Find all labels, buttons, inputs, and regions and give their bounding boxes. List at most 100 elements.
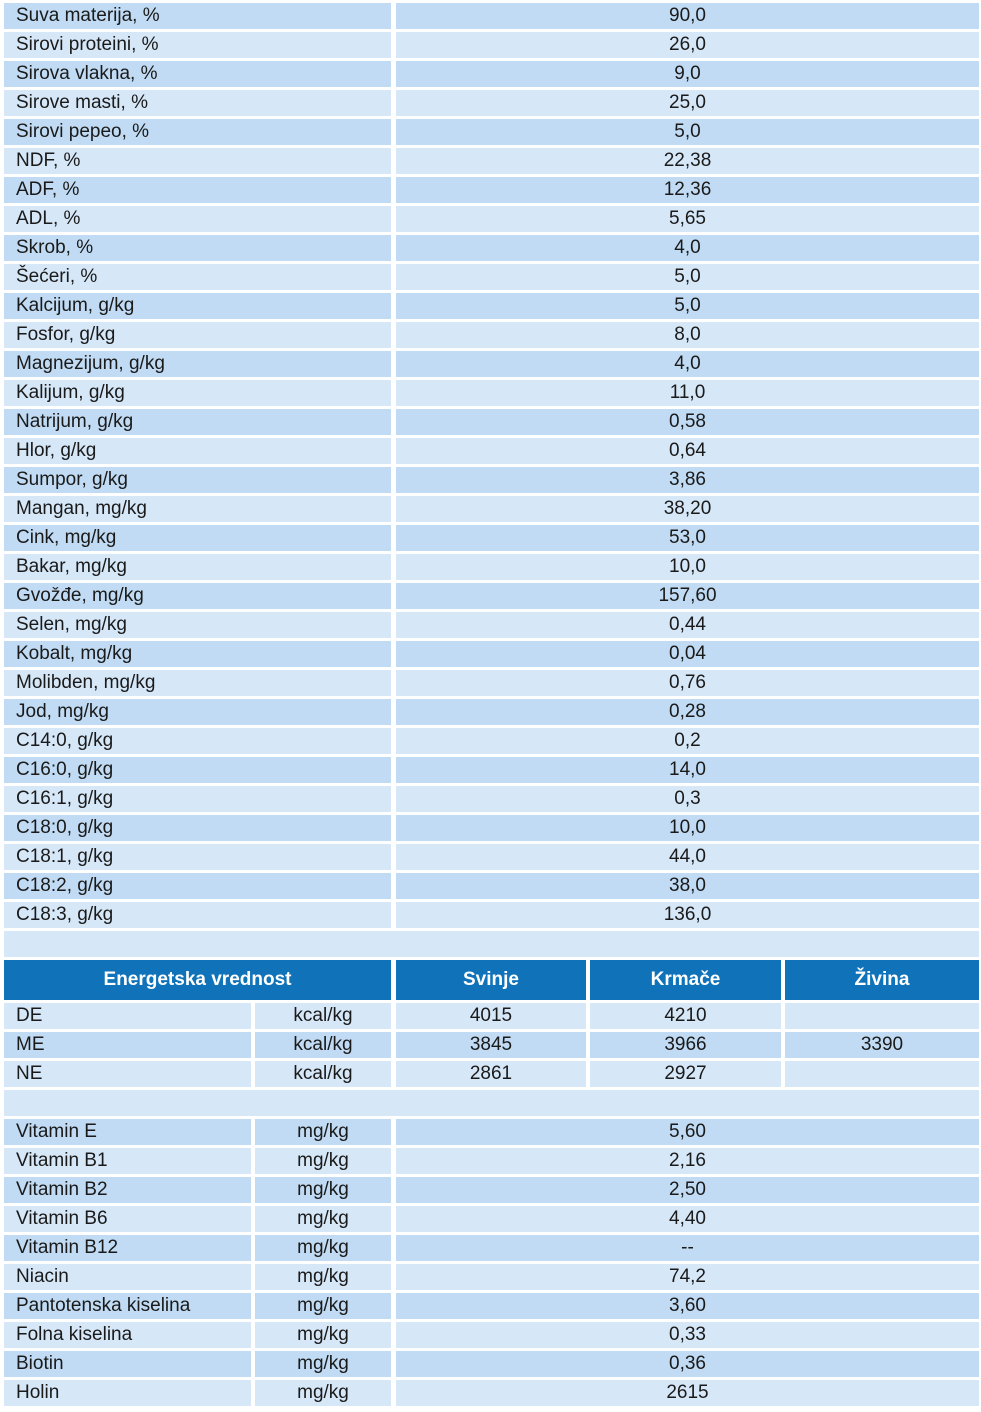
vitamin-unit: mg/kg: [255, 1148, 391, 1174]
parameter-label: Fosfor, g/kg: [4, 322, 391, 348]
parameter-value: 0,28: [396, 699, 979, 725]
vitamin-unit: mg/kg: [255, 1177, 391, 1203]
composition-row: NDF, % 22,38: [4, 148, 979, 177]
parameter-label: Molibden, mg/kg: [4, 670, 391, 696]
parameter-label: Mangan, mg/kg: [4, 496, 391, 522]
parameter-label: Jod, mg/kg: [4, 699, 391, 725]
vitamin-row: Pantotenska kiselina mg/kg 3,60: [4, 1293, 979, 1322]
spacer-band: [4, 1090, 979, 1116]
parameter-label: Natrijum, g/kg: [4, 409, 391, 435]
parameter-value: 12,36: [396, 177, 979, 203]
section-spacer: [4, 931, 979, 960]
vitamin-value: 2,50: [396, 1177, 979, 1203]
vitamin-unit: mg/kg: [255, 1206, 391, 1232]
vitamin-value: --: [396, 1235, 979, 1261]
vitamin-row: Folna kiselina mg/kg 0,33: [4, 1322, 979, 1351]
energy-unit: kcal/kg: [255, 1032, 391, 1058]
energy-row: DE kcal/kg 4015 4210: [4, 1003, 979, 1032]
spacer-band: [4, 931, 979, 957]
energy-header-krmace: Krmače: [590, 960, 781, 1000]
parameter-value: 9,0: [396, 61, 979, 87]
energy-krmace: 2927: [590, 1061, 781, 1087]
parameter-label: C18:3, g/kg: [4, 902, 391, 928]
energy-svinje: 3845: [396, 1032, 586, 1058]
composition-row: Kalcijum, g/kg 5,0: [4, 293, 979, 322]
parameter-label: C14:0, g/kg: [4, 728, 391, 754]
composition-row: C14:0, g/kg 0,2: [4, 728, 979, 757]
parameter-value: 0,76: [396, 670, 979, 696]
parameter-value: 0,2: [396, 728, 979, 754]
vitamin-value: 3,60: [396, 1293, 979, 1319]
composition-row: C18:3, g/kg 136,0: [4, 902, 979, 931]
vitamin-label: Vitamin B2: [4, 1177, 251, 1203]
composition-row: Gvožđe, mg/kg 157,60: [4, 583, 979, 612]
parameter-label: Selen, mg/kg: [4, 612, 391, 638]
vitamin-label: Folna kiselina: [4, 1322, 251, 1348]
composition-row: Suva materija, % 90,0: [4, 3, 979, 32]
composition-row: Kalijum, g/kg 11,0: [4, 380, 979, 409]
vitamin-value: 0,36: [396, 1351, 979, 1377]
parameter-label: Gvožđe, mg/kg: [4, 583, 391, 609]
parameter-value: 4,0: [396, 351, 979, 377]
parameter-value: 157,60: [396, 583, 979, 609]
parameter-label: Kalcijum, g/kg: [4, 293, 391, 319]
parameter-label: Magnezijum, g/kg: [4, 351, 391, 377]
vitamin-label: Pantotenska kiselina: [4, 1293, 251, 1319]
parameter-value: 136,0: [396, 902, 979, 928]
parameter-value: 5,0: [396, 293, 979, 319]
energy-svinje: 4015: [396, 1003, 586, 1029]
vitamin-unit: mg/kg: [255, 1264, 391, 1290]
parameter-label: Skrob, %: [4, 235, 391, 261]
energy-unit: kcal/kg: [255, 1003, 391, 1029]
composition-row: C18:0, g/kg 10,0: [4, 815, 979, 844]
composition-row: Molibden, mg/kg 0,76: [4, 670, 979, 699]
composition-row: Hlor, g/kg 0,64: [4, 438, 979, 467]
energy-zivina: [785, 1003, 979, 1029]
parameter-value: 10,0: [396, 815, 979, 841]
energy-unit: kcal/kg: [255, 1061, 391, 1087]
vitamin-unit: mg/kg: [255, 1235, 391, 1261]
vitamin-row: Niacin mg/kg 74,2: [4, 1264, 979, 1293]
vitamin-label: Vitamin E: [4, 1119, 251, 1145]
vitamin-row: Biotin mg/kg 0,36: [4, 1351, 979, 1380]
parameter-value: 38,20: [396, 496, 979, 522]
vitamin-unit: mg/kg: [255, 1380, 391, 1406]
section-spacer: [4, 1090, 979, 1119]
energy-header-title: Energetska vrednost: [4, 960, 391, 1000]
vitamin-label: Vitamin B6: [4, 1206, 251, 1232]
parameter-value: 5,0: [396, 264, 979, 290]
parameter-label: Bakar, mg/kg: [4, 554, 391, 580]
vitamin-row: Vitamin B6 mg/kg 4,40: [4, 1206, 979, 1235]
composition-row: Sumpor, g/kg 3,86: [4, 467, 979, 496]
composition-row: Sirovi proteini, % 26,0: [4, 32, 979, 61]
vitamin-row: Vitamin B1 mg/kg 2,16: [4, 1148, 979, 1177]
vitamin-label: Vitamin B1: [4, 1148, 251, 1174]
composition-row: Šećeri, % 5,0: [4, 264, 979, 293]
parameter-value: 14,0: [396, 757, 979, 783]
composition-row: Jod, mg/kg 0,28: [4, 699, 979, 728]
parameter-value: 10,0: [396, 554, 979, 580]
vitamin-value: 4,40: [396, 1206, 979, 1232]
parameter-label: C18:1, g/kg: [4, 844, 391, 870]
parameter-value: 90,0: [396, 3, 979, 29]
energy-label: DE: [4, 1003, 251, 1029]
parameter-value: 5,65: [396, 206, 979, 232]
energy-label: NE: [4, 1061, 251, 1087]
nutrition-table: Suva materija, % 90,0 Sirovi proteini, % 26…: [4, 3, 979, 1409]
vitamin-value: 74,2: [396, 1264, 979, 1290]
parameter-value: 3,86: [396, 467, 979, 493]
energy-zivina: [785, 1061, 979, 1087]
parameter-label: Hlor, g/kg: [4, 438, 391, 464]
parameter-value: 38,0: [396, 873, 979, 899]
composition-row: Mangan, mg/kg 38,20: [4, 496, 979, 525]
parameter-value: 4,0: [396, 235, 979, 261]
composition-row: C16:1, g/kg 0,3: [4, 786, 979, 815]
composition-row: Natrijum, g/kg 0,58: [4, 409, 979, 438]
energy-header-zivina: Živina: [785, 960, 979, 1000]
composition-row: ADF, % 12,36: [4, 177, 979, 206]
parameter-value: 11,0: [396, 380, 979, 406]
vitamin-value: 5,60: [396, 1119, 979, 1145]
parameter-label: C18:0, g/kg: [4, 815, 391, 841]
composition-row: Fosfor, g/kg 8,0: [4, 322, 979, 351]
